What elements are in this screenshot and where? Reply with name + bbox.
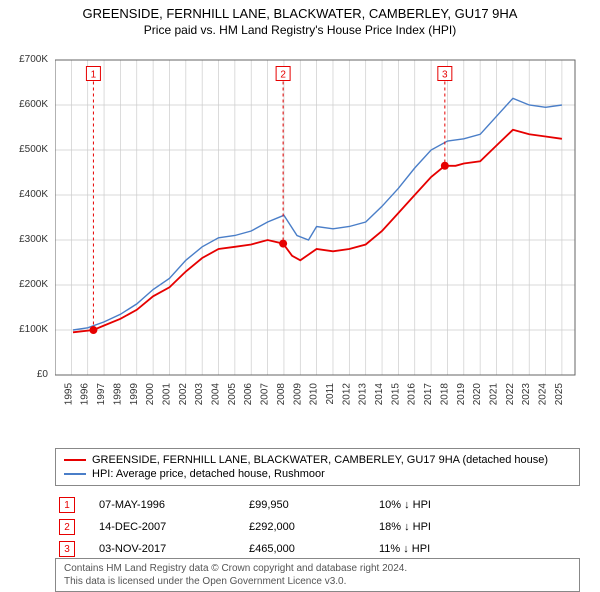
transaction-row: 3 03-NOV-2017 £465,000 11% ↓ HPI	[55, 538, 580, 560]
svg-text:2021: 2021	[489, 383, 500, 406]
transaction-marker: 2	[59, 519, 75, 535]
svg-text:2006: 2006	[243, 383, 254, 406]
y-axis-label: £200K	[19, 279, 48, 290]
svg-text:2017: 2017	[423, 383, 434, 406]
transaction-date: 14-DEC-2007	[99, 521, 249, 533]
y-axis-label: £500K	[19, 144, 48, 155]
svg-text:1: 1	[91, 70, 97, 81]
footnote-line: Contains HM Land Registry data © Crown c…	[64, 562, 571, 575]
svg-text:2016: 2016	[407, 383, 418, 406]
transaction-marker: 1	[59, 497, 75, 513]
svg-text:2022: 2022	[505, 383, 516, 406]
y-axis-label: £0	[37, 369, 48, 380]
transaction-date: 07-MAY-1996	[99, 499, 249, 511]
svg-text:1994: 1994	[55, 383, 58, 406]
legend-item: HPI: Average price, detached house, Rush…	[64, 467, 571, 481]
svg-text:2002: 2002	[178, 383, 189, 406]
svg-text:2023: 2023	[521, 383, 532, 406]
transaction-diff: 18% ↓ HPI	[379, 521, 499, 533]
svg-text:1998: 1998	[112, 383, 123, 406]
svg-text:1996: 1996	[80, 383, 91, 406]
svg-text:2019: 2019	[456, 383, 467, 406]
svg-text:3: 3	[442, 70, 448, 81]
svg-text:2004: 2004	[211, 383, 222, 406]
svg-text:1997: 1997	[96, 383, 107, 406]
svg-text:2018: 2018	[439, 383, 450, 406]
svg-text:2013: 2013	[358, 383, 369, 406]
y-axis-label: £300K	[19, 234, 48, 245]
svg-text:1999: 1999	[129, 383, 140, 406]
transaction-diff: 11% ↓ HPI	[379, 543, 499, 555]
svg-text:2000: 2000	[145, 383, 156, 406]
chart-title: GREENSIDE, FERNHILL LANE, BLACKWATER, CA…	[0, 0, 600, 23]
svg-text:2014: 2014	[374, 383, 385, 406]
footnote: Contains HM Land Registry data © Crown c…	[55, 558, 580, 592]
transaction-diff: 10% ↓ HPI	[379, 499, 499, 511]
svg-text:2003: 2003	[194, 383, 205, 406]
svg-text:2024: 2024	[538, 383, 549, 406]
transaction-price: £292,000	[249, 521, 379, 533]
line-chart: 1994 1995 1996 1997 1998 1999 2000 2001 2002 2003…	[55, 50, 580, 410]
svg-text:2009: 2009	[292, 383, 303, 406]
transaction-price: £99,950	[249, 499, 379, 511]
svg-text:2001: 2001	[161, 383, 172, 406]
transaction-marker: 3	[59, 541, 75, 557]
chart-container: GREENSIDE, FERNHILL LANE, BLACKWATER, CA…	[0, 0, 600, 590]
transaction-date: 03-NOV-2017	[99, 543, 249, 555]
legend-swatch	[64, 473, 86, 475]
y-axis-label: £600K	[19, 99, 48, 110]
y-axis-label: £400K	[19, 189, 48, 200]
transaction-price: £465,000	[249, 543, 379, 555]
svg-text:2011: 2011	[325, 383, 336, 405]
chart-subtitle: Price paid vs. HM Land Registry's House …	[0, 23, 600, 41]
transactions-table: 1 07-MAY-1996 £99,950 10% ↓ HPI2 14-DEC-…	[55, 494, 580, 560]
svg-text:2015: 2015	[390, 383, 401, 406]
svg-text:2005: 2005	[227, 383, 238, 406]
footnote-line: This data is licensed under the Open Gov…	[64, 575, 571, 588]
legend-swatch	[64, 459, 86, 461]
svg-text:2008: 2008	[276, 383, 287, 406]
y-axis-label: £100K	[19, 324, 48, 335]
legend-item: GREENSIDE, FERNHILL LANE, BLACKWATER, CA…	[64, 453, 571, 467]
transaction-row: 1 07-MAY-1996 £99,950 10% ↓ HPI	[55, 494, 580, 516]
svg-text:2010: 2010	[309, 383, 320, 406]
svg-text:1995: 1995	[63, 383, 74, 406]
svg-text:2007: 2007	[260, 383, 271, 406]
svg-text:2020: 2020	[472, 383, 483, 406]
svg-text:2012: 2012	[341, 383, 352, 406]
legend-label: HPI: Average price, detached house, Rush…	[92, 468, 325, 480]
legend-label: GREENSIDE, FERNHILL LANE, BLACKWATER, CA…	[92, 454, 548, 466]
svg-text:2: 2	[280, 70, 286, 81]
legend: GREENSIDE, FERNHILL LANE, BLACKWATER, CA…	[55, 448, 580, 486]
y-axis-label: £700K	[19, 54, 48, 65]
svg-text:2025: 2025	[554, 383, 565, 406]
transaction-row: 2 14-DEC-2007 £292,000 18% ↓ HPI	[55, 516, 580, 538]
